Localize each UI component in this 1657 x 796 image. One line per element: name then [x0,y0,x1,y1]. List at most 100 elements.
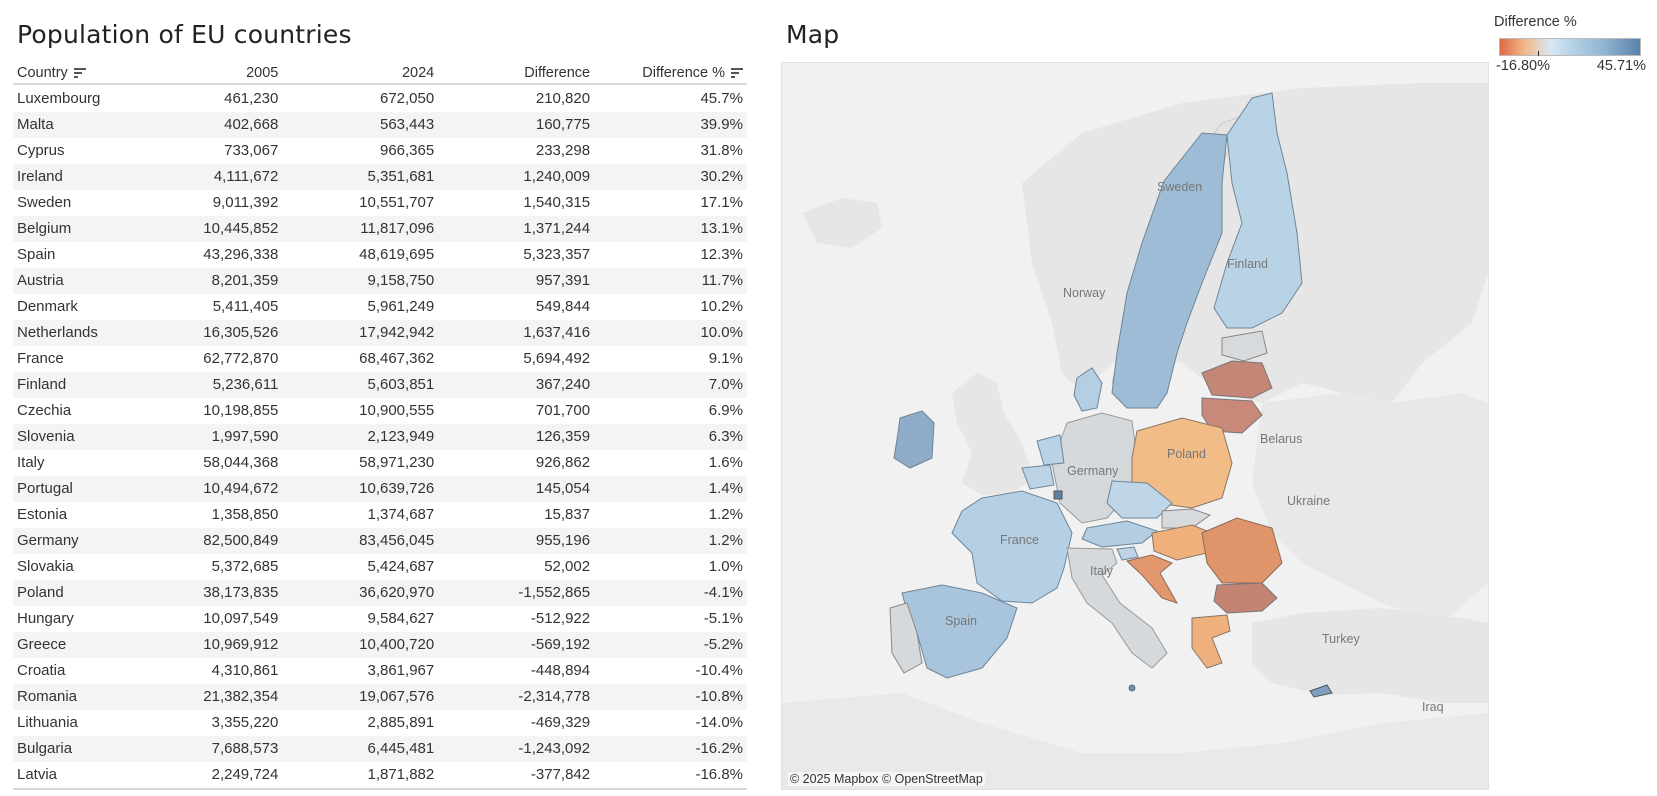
cell-v2005: 16,305,526 [203,324,279,341]
cell-difference: 957,391 [535,272,591,289]
table-row[interactable]: Czechia 10,198,855 10,900,555 701,700 6.9% [13,398,747,424]
country-portugal[interactable] [889,602,923,674]
cell-difference-pct: 9.1% [708,350,743,367]
cell-v2005: 4,310,861 [211,662,279,679]
table-row[interactable]: Estonia 1,358,850 1,374,687 15,837 1.2% [13,502,747,528]
cell-v2005: 10,097,549 [203,610,279,627]
header-difference[interactable]: Difference [438,65,594,83]
country-hungary[interactable] [1151,524,1213,561]
country-netherlands[interactable] [1036,434,1065,466]
table-row[interactable]: Poland 38,173,835 36,620,970 -1,552,865 -4.1… [13,580,747,606]
country-austria[interactable] [1081,520,1159,548]
cell-difference-pct: 17.1% [700,194,743,211]
country-estonia[interactable] [1221,330,1268,362]
cell-v2024: 36,620,970 [359,584,435,601]
map-attribution[interactable]: © 2025 Mapbox © OpenStreetMap [788,772,985,786]
country-luxembourg[interactable] [1053,490,1063,500]
country-slovakia[interactable] [1161,508,1212,529]
country-sweden[interactable] [1111,132,1228,409]
table-row[interactable]: Romania 21,382,354 19,067,576 -2,314,778 -10… [13,684,747,710]
cell-v2005: 3,355,220 [211,714,279,731]
header-2024[interactable]: 2024 [282,65,438,83]
country-france[interactable] [951,490,1073,604]
cell-difference: 1,637,416 [523,324,591,341]
cell-country: Croatia [17,662,66,679]
country-denmark[interactable] [1073,367,1103,412]
country-slovenia[interactable] [1116,546,1139,561]
table-row[interactable]: Denmark 5,411,405 5,961,249 549,844 10.2% [13,294,747,320]
country-lithuania[interactable] [1201,397,1263,434]
table-row[interactable]: Luxembourg 461,230 672,050 210,820 45.7% [13,86,747,112]
country-malta[interactable] [1128,684,1136,692]
table-row[interactable]: Germany 82,500,849 83,456,045 955,196 1.2% [13,528,747,554]
table-row[interactable]: Austria 8,201,359 9,158,750 957,391 11.7% [13,268,747,294]
header-2005[interactable]: 2005 [131,65,282,83]
table-row[interactable]: Italy 58,044,368 58,971,230 926,862 1.6% [13,450,747,476]
cell-v2005: 733,067 [224,142,279,159]
table-row[interactable]: Netherlands 16,305,526 17,942,942 1,637,416… [13,320,747,346]
table-row[interactable]: France 62,772,870 68,467,362 5,694,492 9.1% [13,346,747,372]
table-row[interactable]: Portugal 10,494,672 10,639,726 145,054 1.4% [13,476,747,502]
cell-v2024: 2,885,891 [367,714,435,731]
cell-v2024: 9,584,627 [367,610,435,627]
country-poland[interactable] [1131,417,1233,509]
cell-v2005: 82,500,849 [203,532,279,549]
table-row[interactable]: Bulgaria 7,688,573 6,445,481 -1,243,092 -16.… [13,736,747,762]
cell-difference-pct: 10.2% [700,298,743,315]
cell-difference-pct: 11.7% [701,272,743,289]
country-cyprus[interactable] [1309,684,1333,698]
map-view[interactable]: Sweden Finland Norway Belarus Poland Ger… [781,62,1489,790]
table-row[interactable]: Latvia 2,249,724 1,871,882 -377,842 -16.8% [13,762,747,788]
cell-difference: 145,054 [535,480,591,497]
cell-difference: 955,196 [535,532,591,549]
legend-gradient-bar[interactable] [1499,38,1641,56]
cell-difference-pct: 30.2% [700,168,743,185]
cell-difference: 210,820 [535,90,591,107]
map-canvas[interactable]: Sweden Finland Norway Belarus Poland Ger… [782,63,1488,789]
cell-v2024: 2,123,949 [367,428,435,445]
cell-difference: -469,329 [530,714,591,731]
cell-v2005: 1,358,850 [211,506,279,523]
legend-min: -16.80% [1496,58,1551,74]
table-row[interactable]: Finland 5,236,611 5,603,851 367,240 7.0% [13,372,747,398]
sort-icon[interactable] [73,68,86,78]
sort-icon[interactable] [731,68,743,78]
country-bulgaria[interactable] [1213,582,1278,614]
table-row[interactable]: Malta 402,668 563,443 160,775 39.9% [13,112,747,138]
country-belgium[interactable] [1021,464,1055,490]
table-row[interactable]: Spain 43,296,338 48,619,695 5,323,357 12.3% [13,242,747,268]
cell-difference-pct: -10.4% [695,662,743,679]
header-country[interactable]: Country [13,65,131,83]
cell-difference-pct: 45.7% [700,90,743,107]
table-row[interactable]: Ireland 4,111,672 5,351,681 1,240,009 30.2% [13,164,747,190]
cell-v2024: 68,467,362 [359,350,435,367]
country-romania[interactable] [1201,517,1283,584]
table-row[interactable]: Slovakia 5,372,685 5,424,687 52,002 1.0% [13,554,747,580]
cell-country: Austria [17,272,64,289]
table-row[interactable]: Cyprus 733,067 966,365 233,298 31.8% [13,138,747,164]
table-row[interactable]: Sweden 9,011,392 10,551,707 1,540,315 17.1% [13,190,747,216]
country-ireland[interactable] [893,410,935,469]
table-row[interactable]: Slovenia 1,997,590 2,123,949 126,359 6.3% [13,424,747,450]
table-row[interactable]: Belgium 10,445,852 11,817,096 1,371,244 13.1… [13,216,747,242]
table-row[interactable]: Croatia 4,310,861 3,861,967 -448,894 -10.4% [13,658,747,684]
table-row[interactable]: Lithuania 3,355,220 2,885,891 -469,329 -14.0… [13,710,747,736]
cell-difference: 126,359 [535,428,591,445]
cell-country: Romania [17,688,78,705]
cell-v2024: 10,900,555 [359,402,435,419]
table-row[interactable]: Greece 10,969,912 10,400,720 -569,192 -5.2% [13,632,747,658]
cell-difference-pct: 6.3% [708,428,743,445]
cell-difference-pct: 7.0% [708,376,743,393]
cell-difference-pct: -16.8% [695,766,743,783]
country-croatia[interactable] [1125,554,1179,604]
cell-v2005: 5,236,611 [212,376,279,393]
table-bottom-border [13,788,747,790]
country-czechia[interactable] [1106,480,1173,519]
table-row[interactable]: Hungary 10,097,549 9,584,627 -512,922 -5.1% [13,606,747,632]
country-italy[interactable] [1066,547,1168,669]
country-greece[interactable] [1191,614,1231,669]
country-latvia[interactable] [1201,360,1273,399]
country-finland[interactable] [1213,92,1303,329]
cell-v2005: 5,372,685 [211,558,279,575]
header-difference-pct[interactable]: Difference % [594,65,747,83]
